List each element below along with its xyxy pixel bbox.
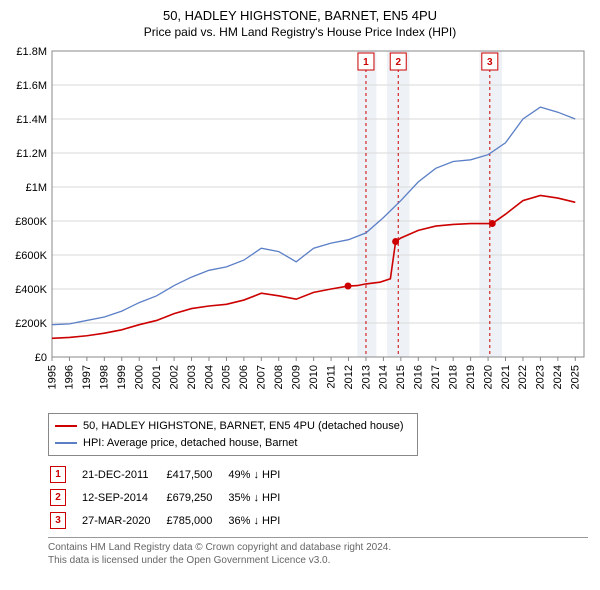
footer-line1: Contains HM Land Registry data © Crown c…: [48, 541, 588, 554]
svg-text:2: 2: [395, 57, 401, 68]
svg-text:£200K: £200K: [15, 318, 47, 330]
svg-text:£1M: £1M: [26, 182, 47, 194]
svg-text:2003: 2003: [186, 365, 198, 389]
sales-table: 1 21-DEC-2011£417,50049% ↓ HPI 2 12-SEP-201…: [48, 462, 296, 533]
legend-label: HPI: Average price, detached house, Barn…: [83, 435, 297, 452]
legend: 50, HADLEY HIGHSTONE, BARNET, EN5 4PU (d…: [48, 413, 418, 456]
svg-text:1998: 1998: [99, 365, 111, 389]
svg-text:2010: 2010: [308, 365, 320, 389]
svg-text:1995: 1995: [46, 365, 58, 389]
svg-text:2014: 2014: [378, 365, 390, 389]
svg-text:1997: 1997: [81, 365, 93, 389]
legend-row: 50, HADLEY HIGHSTONE, BARNET, EN5 4PU (d…: [55, 418, 411, 435]
sale-price: £417,500: [166, 464, 226, 485]
svg-text:2009: 2009: [290, 365, 302, 389]
svg-text:2022: 2022: [517, 365, 529, 389]
svg-text:2005: 2005: [221, 365, 233, 389]
sale-delta: 36% ↓ HPI: [228, 510, 294, 531]
svg-text:2023: 2023: [535, 365, 547, 389]
svg-text:2019: 2019: [465, 365, 477, 389]
table-row: 3 27-MAR-2020£785,00036% ↓ HPI: [50, 510, 294, 531]
sale-date: 21-DEC-2011: [82, 464, 164, 485]
svg-text:2011: 2011: [325, 365, 337, 389]
svg-text:2020: 2020: [482, 365, 494, 389]
price-chart: £0 £200K £400K £600K £800K £1M £1.2M £1.4M £1.6M…: [10, 45, 590, 405]
legend-row: HPI: Average price, detached house, Barn…: [55, 435, 411, 452]
svg-text:£800K: £800K: [15, 216, 47, 228]
svg-text:£400K: £400K: [15, 284, 47, 296]
svg-text:2000: 2000: [134, 365, 146, 389]
svg-text:2016: 2016: [413, 365, 425, 389]
svg-text:£600K: £600K: [15, 250, 47, 262]
sale-delta: 35% ↓ HPI: [228, 487, 294, 508]
table-row: 2 12-SEP-2014£679,25035% ↓ HPI: [50, 487, 294, 508]
footer-line2: This data is licensed under the Open Gov…: [48, 554, 588, 567]
svg-text:2001: 2001: [151, 365, 163, 389]
sale-badge: 3: [50, 512, 66, 529]
legend-swatch: [55, 425, 77, 427]
legend-label: 50, HADLEY HIGHSTONE, BARNET, EN5 4PU (d…: [83, 418, 404, 435]
svg-text:2021: 2021: [500, 365, 512, 389]
svg-text:2008: 2008: [273, 365, 285, 389]
svg-text:£1.2M: £1.2M: [16, 148, 47, 160]
svg-text:1999: 1999: [116, 365, 128, 389]
svg-text:£1.4M: £1.4M: [16, 114, 47, 126]
svg-text:1: 1: [363, 57, 369, 68]
svg-text:2006: 2006: [238, 365, 250, 389]
sale-date: 27-MAR-2020: [82, 510, 164, 531]
page-title: 50, HADLEY HIGHSTONE, BARNET, EN5 4PU: [10, 8, 590, 23]
page-subtitle: Price paid vs. HM Land Registry's House …: [10, 25, 590, 39]
footer-attribution: Contains HM Land Registry data © Crown c…: [48, 537, 588, 567]
sale-delta: 49% ↓ HPI: [228, 464, 294, 485]
sale-badge: 1: [50, 466, 66, 483]
sale-date: 12-SEP-2014: [82, 487, 164, 508]
svg-text:2007: 2007: [256, 365, 268, 389]
svg-text:3: 3: [487, 57, 493, 68]
svg-text:2002: 2002: [168, 365, 180, 389]
svg-text:£1.8M: £1.8M: [16, 46, 47, 58]
legend-swatch: [55, 442, 77, 444]
sale-price: £679,250: [166, 487, 226, 508]
svg-text:2025: 2025: [570, 365, 582, 389]
svg-text:2012: 2012: [343, 365, 355, 389]
svg-text:1996: 1996: [64, 365, 76, 389]
svg-text:2024: 2024: [552, 365, 564, 389]
svg-text:£1.6M: £1.6M: [16, 80, 47, 92]
svg-text:2017: 2017: [430, 365, 442, 389]
svg-text:£0: £0: [35, 352, 47, 364]
sale-price: £785,000: [166, 510, 226, 531]
svg-text:2013: 2013: [360, 365, 372, 389]
table-row: 1 21-DEC-2011£417,50049% ↓ HPI: [50, 464, 294, 485]
svg-text:2015: 2015: [395, 365, 407, 389]
sale-badge: 2: [50, 489, 66, 506]
svg-text:2018: 2018: [447, 365, 459, 389]
svg-text:2004: 2004: [203, 365, 215, 389]
